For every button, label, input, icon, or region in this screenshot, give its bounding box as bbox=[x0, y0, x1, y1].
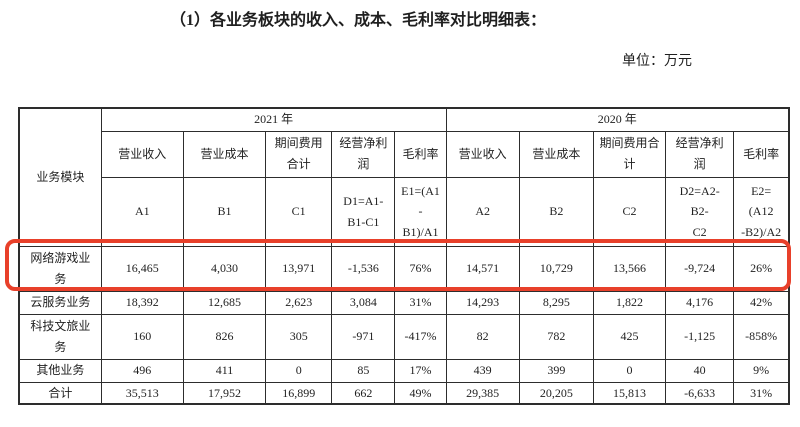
cell: 18,392 bbox=[100, 290, 184, 315]
cell: 411 bbox=[182, 358, 267, 383]
cell: 29,385 bbox=[445, 381, 520, 405]
cell: 14,571 bbox=[445, 245, 520, 292]
year-header-2020: 2020 年 bbox=[445, 107, 790, 132]
cell: 17,952 bbox=[182, 381, 267, 405]
table-row-tech-tourism: 科技文旅业 务 160 826 305 -971 -417% 82 782 42… bbox=[18, 313, 790, 360]
cell: 3,084 bbox=[331, 290, 396, 315]
cell: 496 bbox=[100, 358, 184, 383]
col-header-margin-2021: 毛利率 bbox=[394, 130, 447, 178]
formula-c1: C1 bbox=[265, 176, 333, 247]
col-header-cost-2020: 营业成本 bbox=[518, 130, 594, 178]
corner-header: 业务模块 bbox=[18, 107, 102, 247]
formula-e2: E2=(A12 -B2)/A2 bbox=[733, 176, 790, 247]
year-header-row: 业务模块 2021 年 2020 年 bbox=[18, 107, 790, 247]
year-header-2021: 2021 年 bbox=[100, 107, 447, 132]
cell: 10,729 bbox=[518, 245, 594, 292]
col-header-expense-2020: 期间费用合 计 bbox=[592, 130, 667, 178]
col-header-margin-2020: 毛利率 bbox=[733, 130, 790, 178]
row-label: 网络游戏业 务 bbox=[18, 245, 102, 292]
cell: 399 bbox=[518, 358, 594, 383]
cell: 160 bbox=[100, 313, 184, 360]
cell: 31% bbox=[733, 381, 790, 405]
metric-header-row: 营业收入 营业成本 期间费用 合计 经营净利 润 毛利率 营业收入 营业成本 期… bbox=[19, 130, 790, 178]
cell: 1,822 bbox=[592, 290, 667, 315]
business-segments-table: 业务模块 2021 年 2020 年 营业收入 营业成本 期间费用 合计 经营净… bbox=[18, 107, 790, 406]
cell: 0 bbox=[592, 358, 667, 383]
col-header-cost-2021: 营业成本 bbox=[182, 130, 267, 178]
cell: 13,566 bbox=[592, 245, 667, 292]
row-label: 其他业务 bbox=[18, 358, 102, 383]
formula-e1: E1=(A1 - B1)/A1 bbox=[394, 176, 447, 247]
cell: 8,295 bbox=[518, 290, 594, 315]
formula-b1: B1 bbox=[182, 176, 267, 247]
cell: -1,125 bbox=[665, 313, 735, 360]
formula-c2: C2 bbox=[592, 176, 667, 247]
col-header-revenue-2020: 营业收入 bbox=[445, 130, 520, 178]
cell: 662 bbox=[331, 381, 396, 405]
col-header-revenue-2021: 营业收入 bbox=[100, 130, 184, 178]
cell: 26% bbox=[733, 245, 790, 292]
cell: 305 bbox=[265, 313, 333, 360]
cell: 4,176 bbox=[665, 290, 735, 315]
table-row-total: 合计 35,513 17,952 16,899 662 49% 29,385 2… bbox=[18, 381, 790, 405]
cell: 17% bbox=[394, 358, 447, 383]
cell: 40 bbox=[665, 358, 735, 383]
cell: 31% bbox=[394, 290, 447, 315]
cell: -417% bbox=[394, 313, 447, 360]
formula-d1: D1=A1- B1-C1 bbox=[331, 176, 396, 247]
cell: 4,030 bbox=[182, 245, 267, 292]
formula-header-row: A1 B1 C1 D1=A1- B1-C1 E1=(A1 - B1)/A1 A2… bbox=[19, 176, 790, 247]
cell: 76% bbox=[394, 245, 447, 292]
formula-a2: A2 bbox=[445, 176, 520, 247]
row-label: 云服务业务 bbox=[18, 290, 102, 315]
col-header-netprofit-2020: 经营净利 润 bbox=[665, 130, 735, 178]
cell: 0 bbox=[265, 358, 333, 383]
cell: 85 bbox=[331, 358, 396, 383]
cell: 13,971 bbox=[265, 245, 333, 292]
formula-a1: A1 bbox=[100, 176, 184, 247]
section-title: （1）各业务板块的收入、成本、毛利率对比明细表： bbox=[170, 12, 547, 29]
col-header-expense-2021: 期间费用 合计 bbox=[265, 130, 333, 178]
cell: 14,293 bbox=[445, 290, 520, 315]
table-container: 业务模块 2021 年 2020 年 营业收入 营业成本 期间费用 合计 经营净… bbox=[18, 107, 790, 406]
table-row-other-business: 其他业务 496 411 0 85 17% 439 399 0 40 9% bbox=[18, 358, 790, 383]
cell: 15,813 bbox=[592, 381, 667, 405]
cell: 9% bbox=[733, 358, 790, 383]
table-row-online-games: 网络游戏业 务 16,465 4,030 13,971 -1,536 76% 1… bbox=[18, 245, 790, 292]
cell: -1,536 bbox=[331, 245, 396, 292]
formula-b2: B2 bbox=[518, 176, 594, 247]
cell: 826 bbox=[182, 313, 267, 360]
col-header-netprofit-2021: 经营净利 润 bbox=[331, 130, 396, 178]
cell: -971 bbox=[331, 313, 396, 360]
cell: 782 bbox=[518, 313, 594, 360]
row-label: 科技文旅业 务 bbox=[18, 313, 102, 360]
formula-d2: D2=A2-B2- C2 bbox=[665, 176, 735, 247]
cell: 425 bbox=[592, 313, 667, 360]
cell: 35,513 bbox=[100, 381, 184, 405]
unit-label: 单位：万元 bbox=[622, 54, 692, 69]
cell: 439 bbox=[445, 358, 520, 383]
cell: 49% bbox=[394, 381, 447, 405]
table-row-cloud-services: 云服务业务 18,392 12,685 2,623 3,084 31% 14,2… bbox=[18, 290, 790, 315]
cell: -9,724 bbox=[665, 245, 735, 292]
cell: 12,685 bbox=[182, 290, 267, 315]
cell: 2,623 bbox=[265, 290, 333, 315]
cell: 16,465 bbox=[100, 245, 184, 292]
cell: 20,205 bbox=[518, 381, 594, 405]
cell: -6,633 bbox=[665, 381, 735, 405]
row-label-total: 合计 bbox=[18, 381, 102, 405]
cell: 82 bbox=[445, 313, 520, 360]
cell: 16,899 bbox=[265, 381, 333, 405]
cell: -858% bbox=[733, 313, 790, 360]
cell: 42% bbox=[733, 290, 790, 315]
